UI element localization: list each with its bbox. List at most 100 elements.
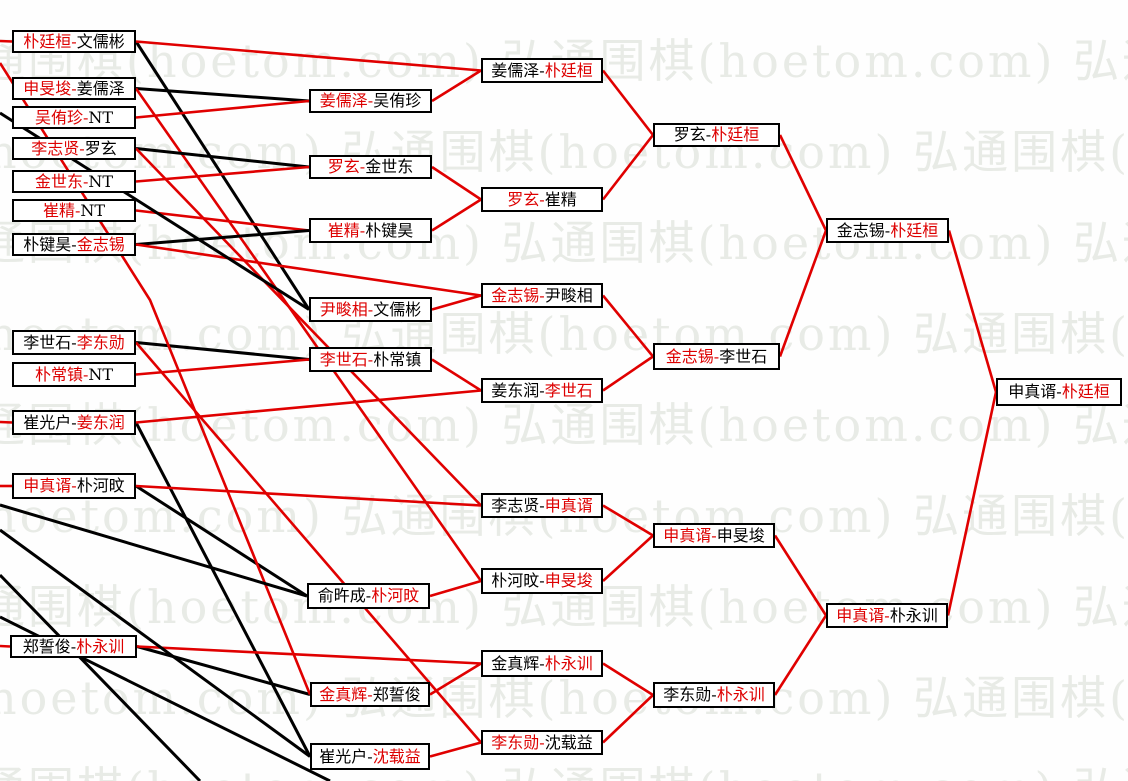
match-box-l1: 朴廷桓 - 文儒彬 [12,30,136,53]
player-name: 姜儒泽 [491,60,540,80]
player-name: 朴永训 [889,605,938,625]
vs-dash: - [70,636,77,656]
vs-dash: - [705,125,712,144]
watermark-text: 弘通围棋(hoetom.com) 弘通围棋(hoetom.com) 弘通围棋(h… [0,125,1128,179]
match-box-c2d: 尹畯相 - 文儒彬 [309,297,432,322]
player-name: 申旻埈 [23,78,72,98]
match-box-c5a: 金志锡 - 朴廷桓 [826,218,949,243]
match-box-l8: 李世石 - 李东勋 [12,330,136,355]
bracket-line [135,165,310,183]
match-box-l11: 申真谞 - 朴河旼 [12,473,136,499]
match-box-c2a: 姜儒泽 - 吴侑珍 [309,89,432,113]
bracket-line [778,134,828,232]
player-name: 姜东润 [491,380,540,400]
match-box-l3: 吴侑珍 - NT [12,106,136,129]
vs-dash: - [367,349,374,369]
bracket-line [778,230,828,357]
vs-dash: - [365,586,372,605]
player-name: 崔光户 [23,412,72,432]
player-name: 李世石 [23,332,72,352]
player-name: 崔精 [544,189,577,209]
player-name: 金志锡 [491,285,540,305]
bracket-line [135,358,310,376]
bracket-line [601,69,655,136]
player-name: 金真辉 [491,653,540,673]
bracket-line [135,341,310,361]
player-name: 李世石 [719,346,768,366]
player-name: 文儒彬 [373,299,422,319]
bracket-line [135,484,308,598]
vs-dash: - [884,605,890,625]
bracket-line [602,504,654,537]
bracket-line [0,644,11,648]
player-name: 申真谞 [836,605,885,625]
bracket-line [947,230,998,393]
player-name: 罗玄 [507,189,540,209]
player-name: 金真辉 [319,684,368,704]
bracket-line [136,645,482,665]
player-name: 姜儒泽 [76,78,125,98]
bracket-line [0,420,13,424]
player-name: 李志贤 [491,495,540,515]
player-name: NT [88,364,114,384]
match-box-l10: 崔光户 - 姜东润 [12,410,136,435]
player-name: 郑誓俊 [372,684,421,704]
player-name: 朴键昊 [365,220,414,240]
vs-dash: - [74,200,81,220]
match-box-l6: 崔精 - NT [12,199,136,222]
vs-dash: - [367,746,373,766]
bracket-line [135,243,482,297]
match-box-l9: 朴常镇 - NT [12,362,136,387]
vs-dash: - [71,332,77,352]
player-name: 申旻埈 [544,571,593,590]
bracket-line [0,39,13,43]
watermark-text: 弘通围棋(hoetom.com) 弘通围棋(hoetom.com) 弘通围棋(h… [0,307,1128,361]
bracket-line [429,579,482,598]
vs-dash: - [711,685,717,704]
match-box-c2g: 金真辉 - 郑誓俊 [310,682,430,707]
bracket-line [135,147,310,169]
match-box-l2: 申旻埈 - 姜儒泽 [12,77,136,100]
player-name: 朴常镇 [373,349,422,369]
player-name: NT [88,107,114,127]
vs-dash: - [539,495,545,515]
vs-dash: - [71,78,77,98]
vs-dash: - [539,571,545,590]
bracket-line [601,294,655,358]
player-name: 沈载益 [544,732,593,752]
player-name: 申真谞 [23,476,72,495]
vs-dash: - [367,684,373,704]
player-name: 金世东 [365,157,414,176]
player-name: 朴常镇 [34,364,83,384]
bracket-line [773,614,828,696]
player-name: NT [88,171,114,191]
match-box-c2f: 俞旿成 - 朴河旼 [307,583,430,609]
player-name: 姜儒泽 [319,91,368,110]
player-name: 朴永训 [76,636,125,656]
match-box-f: 申真谞 - 朴廷桓 [996,378,1122,406]
match-box-c3h: 李东勋 - 沈载益 [481,730,603,755]
vs-dash: - [71,234,77,254]
player-name: 李东勋 [491,732,540,752]
vs-dash: - [539,653,545,673]
bracket-line [135,40,482,72]
match-box-c3d: 姜东润 - 李世石 [481,378,603,403]
player-name: 朴廷桓 [23,31,72,51]
bracket-line [601,134,655,201]
player-name: 姜东润 [76,412,125,432]
player-name: 金志锡 [76,234,125,254]
bracket-line [135,87,310,103]
player-name: 李东勋 [76,332,125,352]
bracket-line [0,528,311,758]
vs-dash: - [539,60,545,80]
player-name: 李东勋 [663,685,712,704]
bracket-line [0,503,308,598]
player-name: 申真谞 [1008,382,1057,401]
bracket-line [946,391,998,616]
player-name: 郑誓俊 [22,636,71,656]
bracket-line [134,87,483,582]
vs-dash: - [367,91,374,110]
player-name: 李志贤 [31,138,80,158]
